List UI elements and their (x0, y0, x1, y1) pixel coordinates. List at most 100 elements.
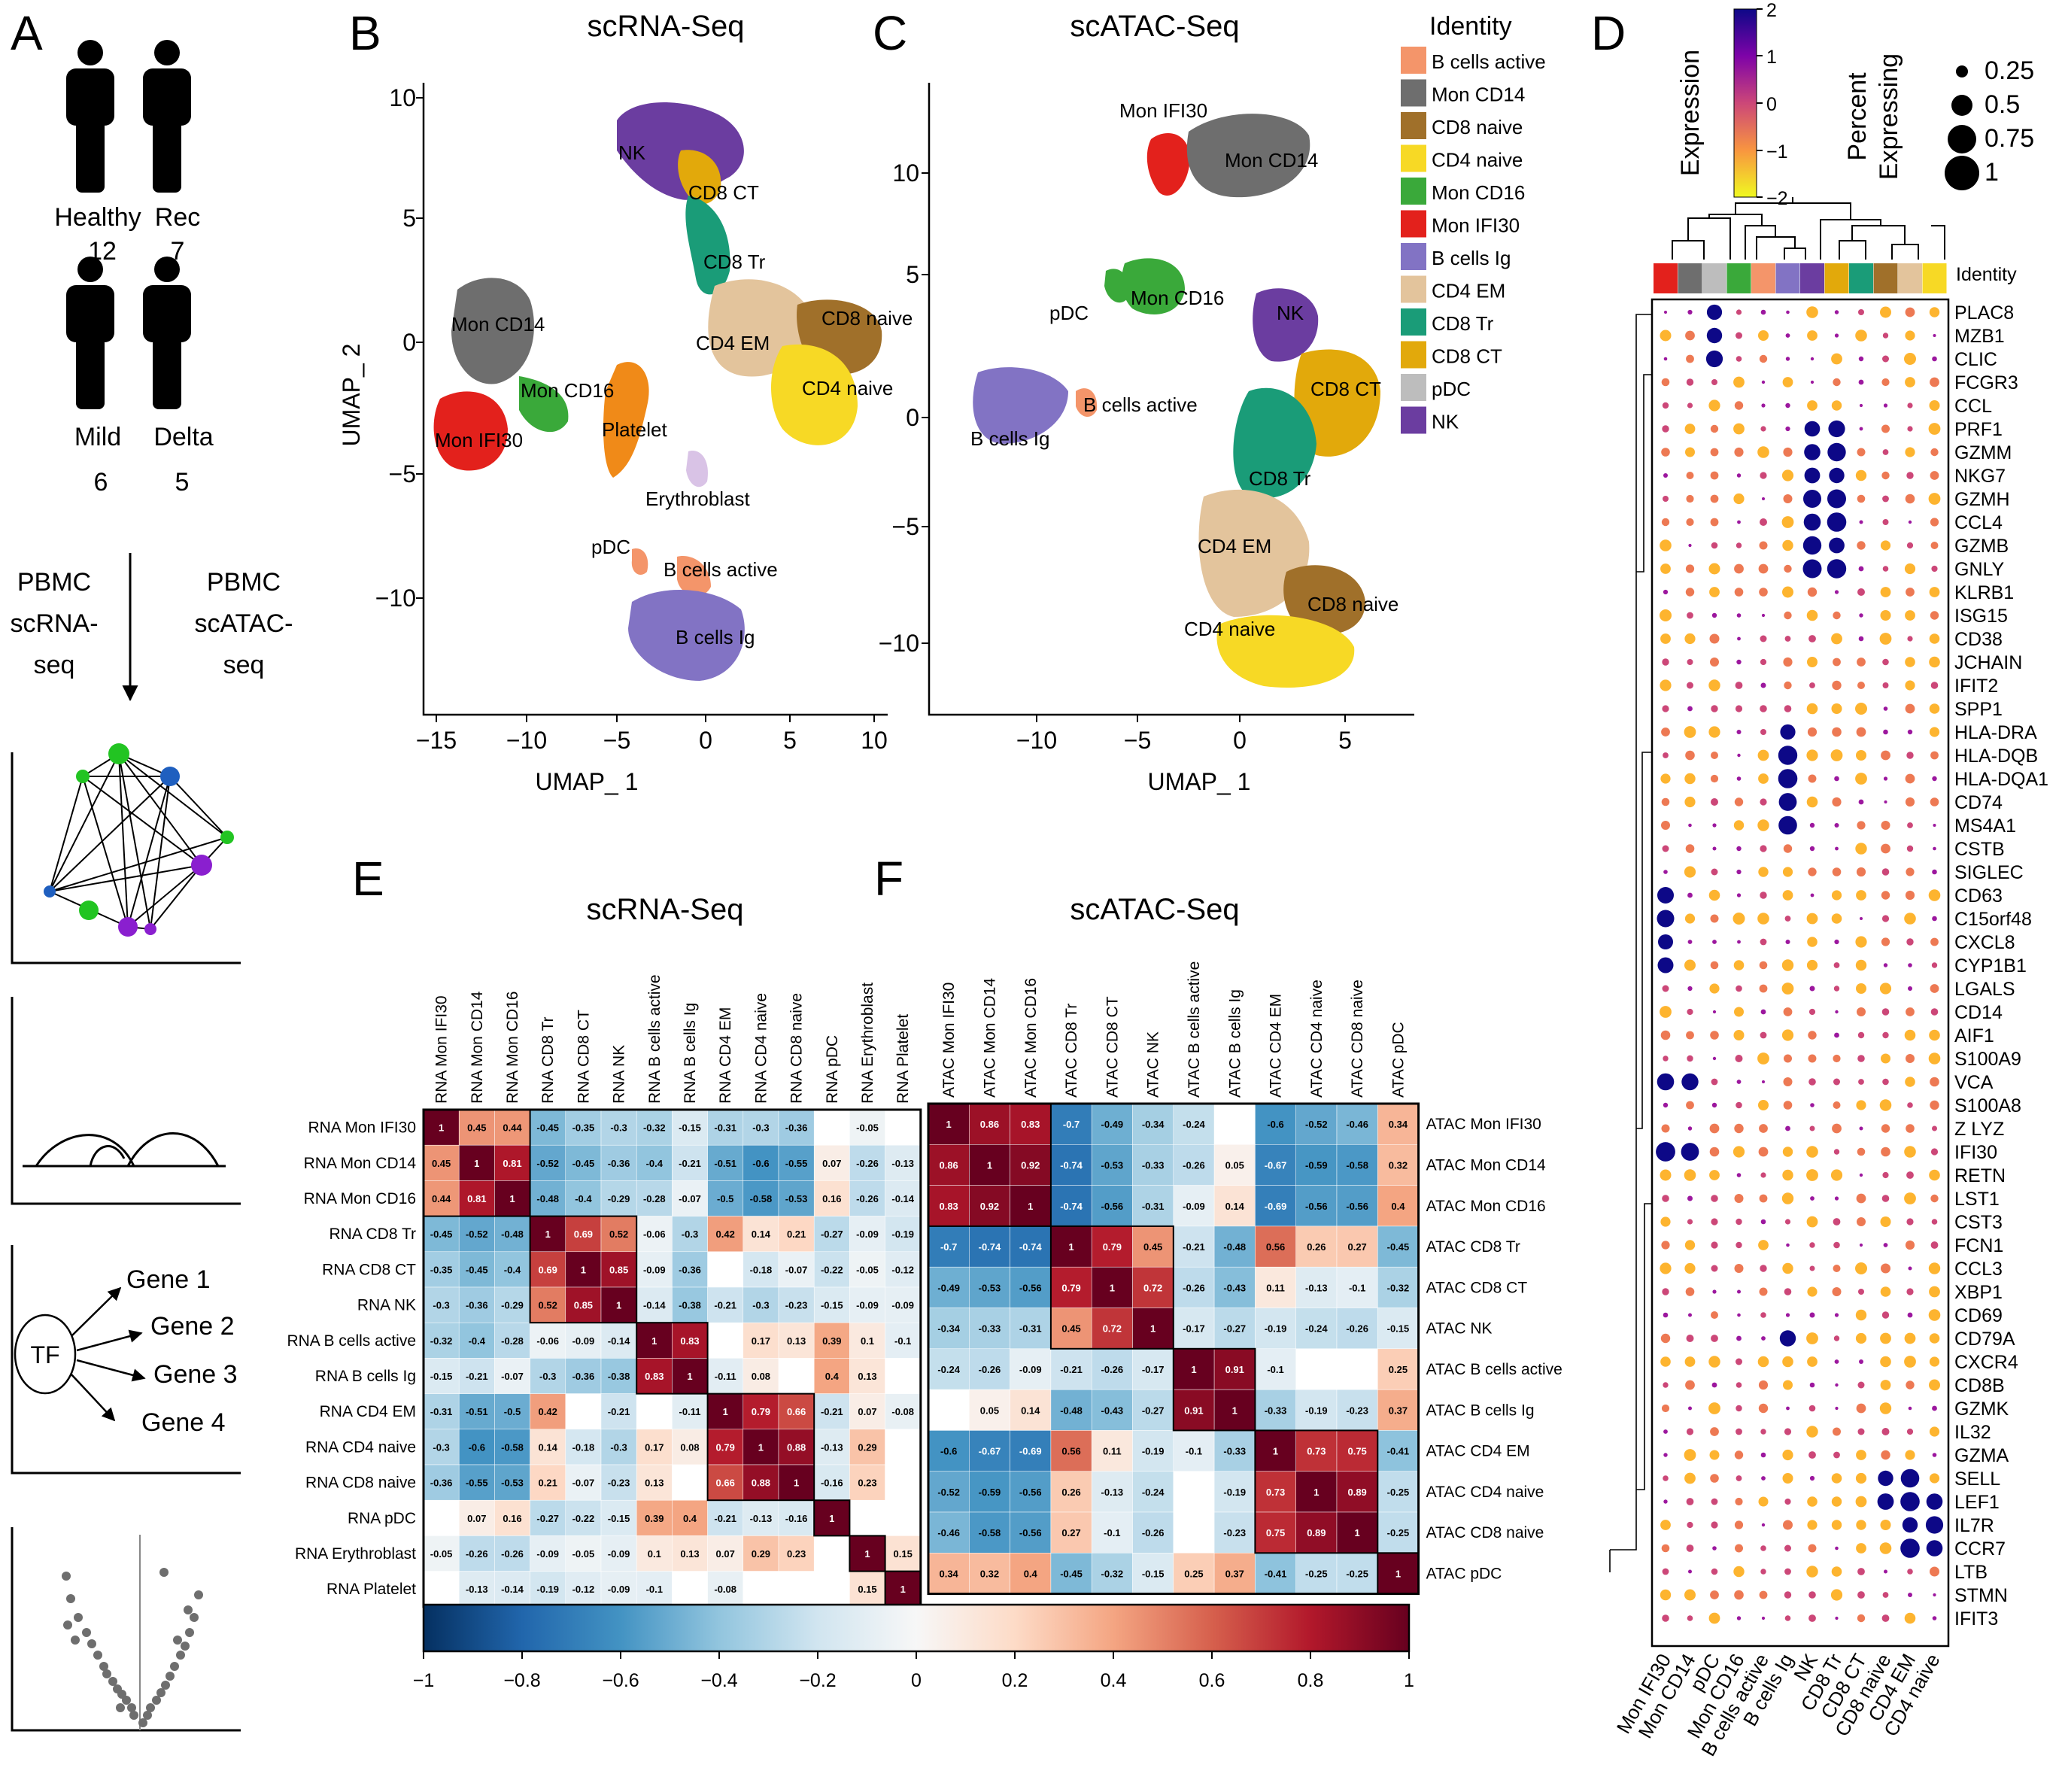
heatmap-cell (813, 1322, 850, 1359)
heatmap-cell-value: 0.72 (1103, 1323, 1122, 1335)
dotplot-dot (1656, 1142, 1675, 1162)
volcano-point (127, 1703, 136, 1712)
heatmap-row-label: ATAC Mon CD14 (1426, 1156, 1546, 1174)
dotplot-dot (1808, 1451, 1816, 1459)
dotplot-dot (1882, 495, 1889, 503)
dotplot-dot (1708, 889, 1720, 901)
dotplot-dot (1783, 1380, 1793, 1390)
heatmap-cell-value: -0.17 (1142, 1364, 1165, 1375)
dotplot-dot (1930, 518, 1939, 527)
heatmap-cell (1173, 1430, 1215, 1472)
heatmap-cell (1132, 1103, 1174, 1145)
dotplot-dot (1687, 940, 1693, 944)
dotplot-dot (1711, 1195, 1718, 1202)
heatmap-cell (458, 1322, 495, 1359)
heatmap-cell (423, 1180, 460, 1216)
heatmap-cell-value: -0.19 (536, 1584, 559, 1595)
dotplot-dot (1685, 447, 1695, 457)
heatmap-cell-value: -0.5 (717, 1193, 733, 1204)
legend-label: CD4 naive (1432, 149, 1523, 172)
gene-label: SIGLEC (1954, 862, 2024, 883)
heatmap-cell (423, 1535, 460, 1572)
dotplot-dot (1806, 959, 1818, 971)
dotplot-dot (1706, 327, 1723, 344)
heatmap-cell (1336, 1389, 1378, 1431)
dotplot-dot (1833, 986, 1840, 992)
heatmap-cell (1173, 1389, 1215, 1431)
heatmap-cell-value: -0.36 (466, 1300, 488, 1311)
heatmap-cell (707, 1251, 744, 1288)
heatmap-row-label: RNA pDC (348, 1510, 416, 1527)
dotplot-dot (1807, 587, 1818, 597)
rna-cluster-b-ig (628, 589, 745, 681)
dotplot-dot (1808, 1031, 1817, 1040)
dotplot-dot (1760, 798, 1767, 806)
dotplot-dot (1856, 983, 1866, 994)
dotplot-dot (1830, 749, 1843, 761)
heatmap-cell-value: 0.11 (1103, 1446, 1122, 1457)
heatmap-cell-value: -0.24 (1183, 1119, 1205, 1130)
dotplot-dot (1657, 910, 1675, 928)
heatmap-cell-value: -0.3 (752, 1300, 769, 1311)
rna-cluster-label: Erythroblast (645, 487, 750, 510)
dotplot-dot (1881, 1147, 1890, 1157)
heatmap-cell-value: 0.05 (1225, 1159, 1244, 1171)
heatmap-cell (494, 1499, 530, 1536)
colorbar-tick: −0.6 (602, 1670, 639, 1691)
tick-label: 0 (699, 727, 712, 754)
legend-swatch (1401, 341, 1426, 369)
dotplot-dot (1906, 938, 1914, 946)
heatmap-cell (969, 1144, 1010, 1186)
heatmap-cell-value: -0.58 (501, 1441, 524, 1453)
heatmap-cell-value: -0.45 (430, 1229, 453, 1240)
dotplot-dot (1784, 1591, 1792, 1599)
volcano-point (122, 1696, 131, 1705)
gene-label: Z LYZ (1954, 1119, 2004, 1140)
heatmap-cell-value: -0.09 (1183, 1201, 1205, 1212)
dotplot-dot (1736, 1358, 1742, 1365)
heatmap-cell (885, 1499, 922, 1536)
method-left-3: seq (34, 651, 75, 679)
dotplot-dot (1734, 401, 1744, 410)
heatmap-cell-value: -0.23 (1346, 1405, 1368, 1416)
gene-label: CD8B (1954, 1375, 2005, 1396)
heatmap-cell (423, 1109, 460, 1146)
dotplot-dot (1881, 471, 1890, 480)
heatmap-col-label: RNA CD4 EM (717, 1007, 734, 1104)
gene-label: GZMA (1954, 1445, 2009, 1466)
dotplot-dot (1711, 1078, 1718, 1086)
heatmap-row-label: ATAC CD4 EM (1426, 1443, 1530, 1460)
group-name-delta: Delta (153, 423, 213, 451)
heatmap-block (1254, 1429, 1379, 1554)
heatmap-cell (636, 1464, 673, 1501)
heatmap-cell (778, 1180, 815, 1216)
heatmap-cell-value: -0.67 (1265, 1159, 1287, 1171)
dotplot-dot (1708, 1356, 1720, 1368)
heatmap-cell-value: -0.15 (679, 1122, 701, 1134)
heatmap-cell-value: 0.05 (980, 1405, 999, 1416)
identity-strip-cell (1849, 263, 1873, 293)
dotplot-dot (1933, 1593, 1936, 1597)
dotplot-dot (1737, 753, 1741, 758)
dotplot-dot (1905, 1450, 1915, 1460)
heatmap-col-label: RNA pDC (824, 1035, 841, 1104)
dotplot-dot (1784, 564, 1792, 573)
heatmap-col-label: ATAC Mon IFI30 (940, 983, 958, 1098)
dotplot-dot (1760, 472, 1767, 479)
dotplot-dot (1760, 1312, 1766, 1318)
dotplot-dot (1778, 793, 1797, 811)
colorbar-tick: 0.2 (1002, 1670, 1028, 1691)
dotplot-dot (1734, 1264, 1744, 1273)
dotplot-dot (1906, 472, 1914, 479)
heatmap-cell-value: -0.74 (1060, 1159, 1083, 1171)
dotplot-dot (1929, 587, 1940, 597)
dotplot-dot (1757, 1052, 1769, 1065)
atac-cluster-cd4-naive (1216, 615, 1355, 688)
heatmap-cell-value: 0.88 (787, 1441, 806, 1453)
atac-cluster-cd8-naive (1283, 565, 1365, 635)
panel-d: D Expression 210−1−2 Percent Expressing … (1591, 0, 2048, 1760)
heatmap-cell (423, 1393, 460, 1430)
heatmap-col-label: ATAC B cells active (1186, 961, 1203, 1098)
heatmap-col-label: ATAC CD8 CT (1104, 996, 1121, 1098)
dotplot-dot (1712, 940, 1717, 944)
